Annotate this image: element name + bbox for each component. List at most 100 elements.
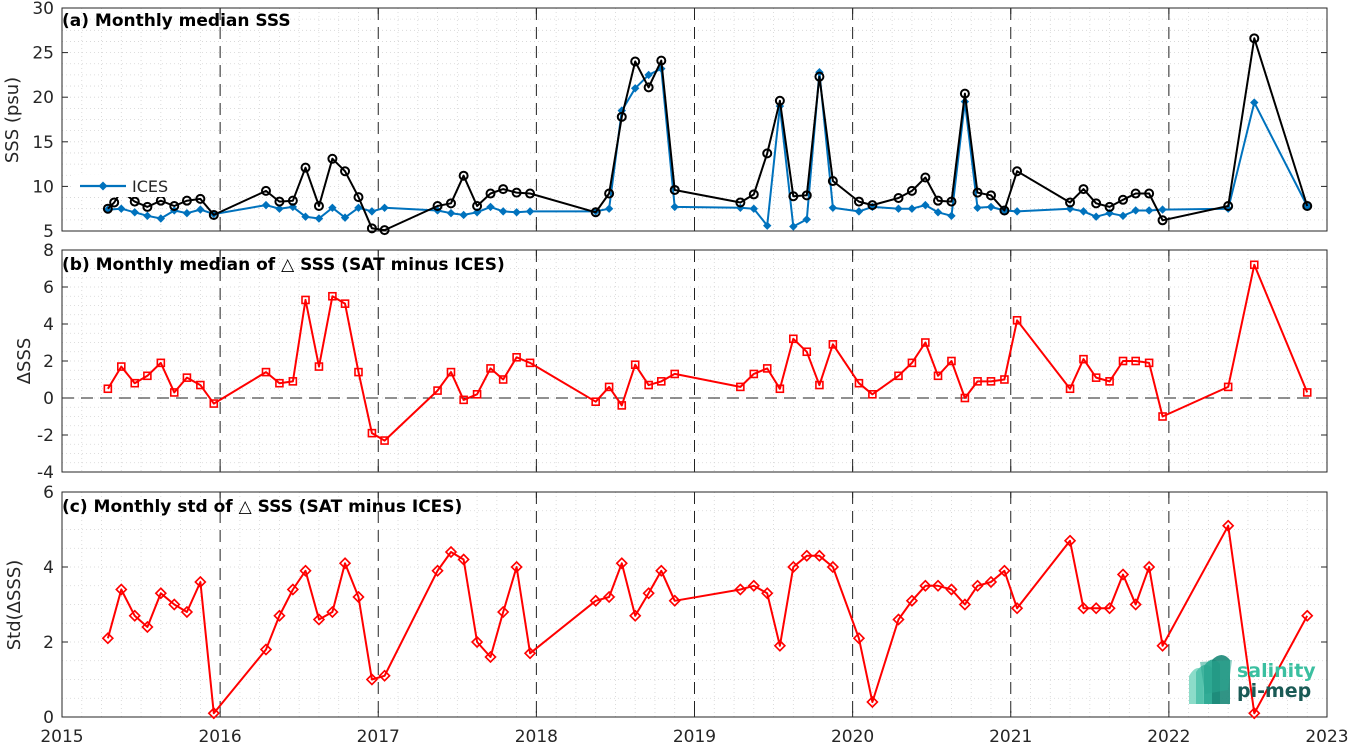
data-point <box>973 377 982 386</box>
data-point <box>1118 211 1128 221</box>
legend: ICES <box>74 175 184 197</box>
data-point <box>971 579 984 592</box>
series-line-1 <box>102 33 1313 236</box>
data-point <box>367 428 377 438</box>
y-tick-label: 30 <box>32 0 54 19</box>
data-point <box>802 347 812 357</box>
panel-b-title: (b) Monthly median of △ SSS (SAT minus I… <box>62 255 505 275</box>
data-point <box>761 587 774 600</box>
x-tick-label: 2019 <box>673 727 716 745</box>
data-point <box>433 386 442 395</box>
series-line <box>106 524 1309 715</box>
data-point <box>340 299 350 308</box>
data-point <box>894 371 903 381</box>
data-point <box>275 204 284 213</box>
data-point <box>1144 188 1155 199</box>
data-point <box>748 189 759 200</box>
data-point <box>630 360 640 370</box>
data-point <box>143 211 152 221</box>
data-point <box>196 380 205 390</box>
data-point <box>287 195 298 206</box>
data-point <box>763 221 772 230</box>
data-point <box>604 382 614 392</box>
data-point <box>959 88 970 99</box>
x-tick-label: 2018 <box>515 727 558 745</box>
legend-ices-label: ICES <box>132 177 168 196</box>
data-point <box>919 579 932 592</box>
data-point <box>523 647 537 660</box>
data-point <box>644 380 653 390</box>
data-point <box>141 620 154 634</box>
logo-line1: salinity <box>1237 660 1316 682</box>
data-point <box>1223 382 1233 392</box>
data-point <box>1249 33 1260 44</box>
data-point <box>747 579 760 592</box>
data-point <box>867 200 878 211</box>
data-point <box>352 590 365 604</box>
data-point <box>259 643 273 656</box>
data-point <box>1118 356 1128 366</box>
data-point <box>299 564 312 577</box>
data-point <box>602 590 616 604</box>
data-point <box>338 557 352 570</box>
series-line <box>107 37 1309 232</box>
data-point <box>591 397 600 407</box>
data-point <box>892 613 905 626</box>
data-point <box>286 583 299 596</box>
data-point <box>314 362 324 371</box>
data-point <box>181 195 192 206</box>
data-point <box>484 650 497 664</box>
x-tick-label: 2015 <box>40 727 83 745</box>
data-point <box>1249 260 1259 270</box>
data-point <box>1131 356 1140 366</box>
data-point <box>826 560 839 574</box>
data-point <box>1079 354 1088 364</box>
data-point <box>525 358 535 368</box>
legend-box <box>74 175 184 197</box>
data-point <box>787 560 800 574</box>
data-point <box>986 377 996 386</box>
data-point <box>1302 201 1313 212</box>
data-point <box>498 184 509 195</box>
x-tick-label: 2020 <box>831 727 874 745</box>
data-point <box>1250 98 1259 107</box>
data-point <box>616 111 627 122</box>
data-point <box>1118 194 1129 205</box>
data-point <box>1091 198 1102 209</box>
data-point <box>498 207 508 216</box>
x-tick-label: 2023 <box>1305 727 1348 745</box>
panel-b-ylabel: ΔSSS <box>14 338 35 385</box>
y-tick-label: 6 <box>43 483 54 503</box>
data-point <box>130 378 140 388</box>
data-point <box>1301 609 1314 622</box>
data-point <box>604 204 614 213</box>
data-point <box>1000 375 1009 384</box>
data-point <box>629 609 642 622</box>
data-point <box>656 377 666 386</box>
data-point <box>459 395 468 405</box>
data-point <box>1063 534 1077 547</box>
data-point <box>905 594 919 607</box>
data-point <box>1222 519 1235 532</box>
data-point <box>1078 184 1089 195</box>
data-point <box>472 201 483 212</box>
data-point <box>1131 206 1140 215</box>
data-point <box>1156 639 1169 652</box>
data-point <box>789 334 798 344</box>
data-point <box>380 203 389 213</box>
data-point <box>194 575 207 589</box>
panel-c-std-delta-sss: 0 2 4 6 2015 2016 2017 2018 2019 2020 2021 2022 2023 <box>40 483 1348 745</box>
data-point <box>920 172 931 183</box>
data-point <box>1144 206 1154 215</box>
data-point <box>446 208 456 218</box>
data-point <box>617 401 627 410</box>
y-tick-label: 6 <box>43 278 54 298</box>
data-point <box>828 203 838 213</box>
data-point <box>169 388 179 397</box>
data-point <box>814 71 825 82</box>
data-point <box>340 213 350 222</box>
data-point <box>813 549 826 562</box>
data-point <box>736 203 745 213</box>
data-point <box>340 166 351 177</box>
